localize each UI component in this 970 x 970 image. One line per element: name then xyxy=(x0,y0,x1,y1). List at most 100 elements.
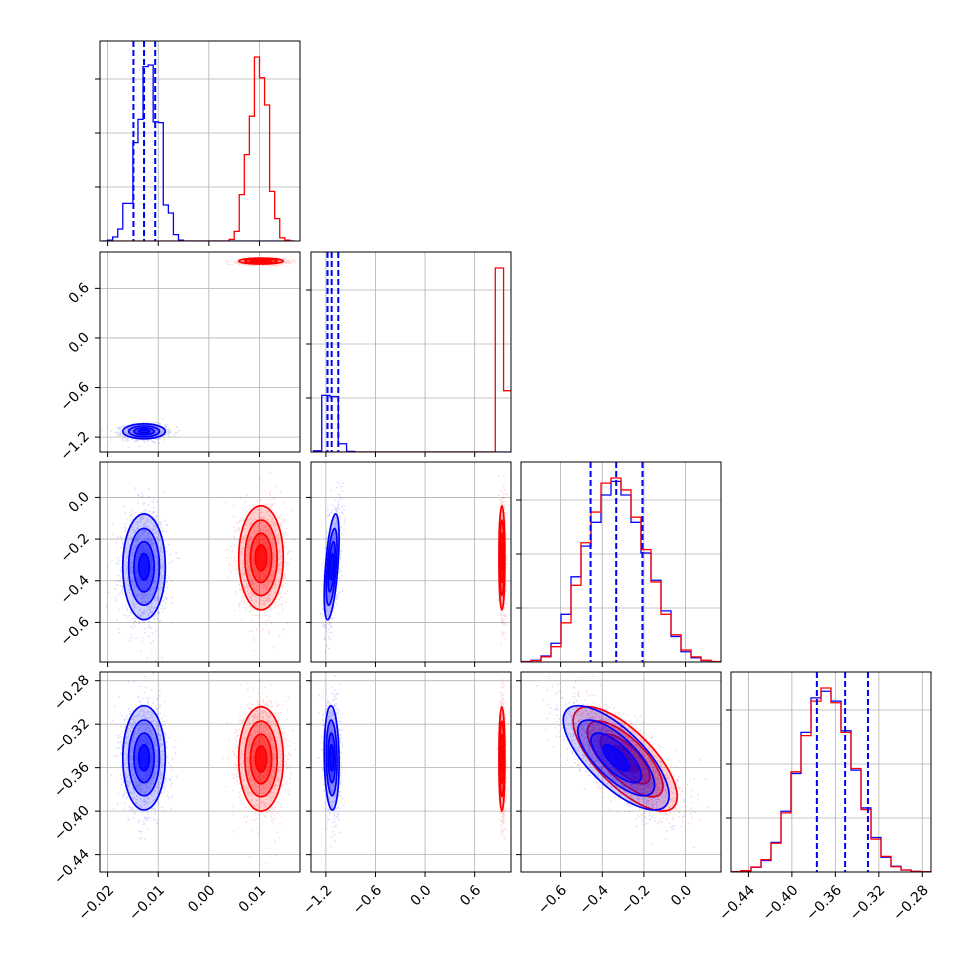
contour-line xyxy=(133,732,156,784)
scatter-frame-2-0 xyxy=(99,461,301,663)
x-tick-label: −0.36 xyxy=(803,882,845,924)
y-tick-label: −0.44 xyxy=(51,846,93,888)
y-tick-label: −1.2 xyxy=(57,429,92,464)
contour-line xyxy=(586,720,664,798)
y-tick-label: −0.32 xyxy=(51,716,93,758)
x-tick-label: 0.6 xyxy=(457,882,484,909)
histogram-series-0 xyxy=(521,480,721,662)
scatter-content xyxy=(110,672,296,865)
density-fill xyxy=(255,745,267,773)
y-tick-label: −0.40 xyxy=(51,803,93,845)
contour-line xyxy=(562,704,670,811)
contour-line xyxy=(590,732,643,784)
x-tick-label: −0.28 xyxy=(890,882,932,924)
scatter-points xyxy=(222,680,296,865)
contour-line xyxy=(599,733,651,785)
x-tick-label: −0.01 xyxy=(126,882,168,924)
x-tick-label: −0.44 xyxy=(716,882,758,924)
contour-line xyxy=(323,704,340,811)
scatter-content xyxy=(317,672,509,848)
histogram-series-1 xyxy=(313,267,511,452)
histogram-series-0 xyxy=(102,64,295,241)
scatter-frame-3-0 xyxy=(99,671,301,873)
contour-line xyxy=(127,527,161,607)
x-tick-label: −0.40 xyxy=(760,882,802,924)
histogram-series-1 xyxy=(102,56,295,241)
contour-line xyxy=(500,745,504,773)
histogram-panel-1 xyxy=(306,252,511,457)
histogram-frame-3 xyxy=(730,671,932,873)
contour-line xyxy=(254,543,268,572)
contour-line xyxy=(133,540,156,593)
density-fill xyxy=(138,744,150,771)
x-tick-label: 0.01 xyxy=(236,882,269,915)
x-tick-label: −1.2 xyxy=(300,882,335,917)
histogram-panel-2 xyxy=(516,462,721,667)
scatter-frame-3-1 xyxy=(310,671,512,873)
scatter-panel-3-2 xyxy=(516,672,721,877)
y-tick-label: −0.2 xyxy=(57,531,92,566)
y-tick-label: 0.0 xyxy=(66,329,93,356)
histogram-series-0 xyxy=(312,394,511,452)
y-tick-label: −0.4 xyxy=(57,572,92,607)
contour-line xyxy=(327,540,337,593)
scatter-frame-2-1 xyxy=(310,461,512,663)
scatter-content xyxy=(536,675,709,849)
x-tick-label: −0.6 xyxy=(350,882,385,917)
contour-line xyxy=(237,705,285,812)
contour-line xyxy=(328,552,335,581)
x-tick-label: −0.32 xyxy=(847,882,889,924)
contour-line xyxy=(328,743,335,772)
contour-line xyxy=(121,423,167,440)
contour-line xyxy=(254,259,268,263)
scatter-panel-3-1 xyxy=(306,672,511,877)
density-fill xyxy=(255,544,267,571)
x-tick-label: −0.2 xyxy=(618,882,653,917)
contour-line xyxy=(500,543,504,572)
contour-line xyxy=(137,552,151,581)
contour-line xyxy=(137,428,151,435)
contour-line xyxy=(572,705,679,812)
contour-line xyxy=(327,732,337,784)
contour-line xyxy=(602,743,631,772)
contour-line xyxy=(249,532,273,584)
histogram-series-1 xyxy=(731,687,931,872)
contour-line xyxy=(249,733,273,785)
density-fill xyxy=(602,744,630,771)
x-tick-label: 0.0 xyxy=(408,882,435,909)
scatter-frame-1-0 xyxy=(99,251,301,453)
contour-line xyxy=(244,519,279,597)
x-tick-label: −0.02 xyxy=(76,882,118,924)
scatter-panel-3-0 xyxy=(95,672,300,877)
histogram-series-0 xyxy=(731,690,931,872)
y-tick-label: −0.28 xyxy=(51,672,93,714)
contour-line xyxy=(127,719,161,797)
contour-line xyxy=(133,426,156,436)
x-tick-label: 0.00 xyxy=(185,882,218,915)
scatter-content xyxy=(101,256,297,449)
scatter-content xyxy=(319,474,509,653)
contour-line xyxy=(325,719,338,797)
contour-line xyxy=(137,743,151,772)
contour-line xyxy=(121,513,167,621)
histogram-series-1 xyxy=(521,477,721,662)
density-fill xyxy=(329,553,334,581)
scatter-frame-3-2 xyxy=(520,671,722,873)
density-fill xyxy=(138,553,150,581)
y-tick-label: 0.6 xyxy=(66,280,93,307)
histogram-panel-0 xyxy=(95,41,300,246)
scatter-panel-2-1 xyxy=(306,462,511,667)
scatter-panel-1-0 xyxy=(95,252,300,457)
histogram-frame-1 xyxy=(310,251,512,453)
contour-line xyxy=(325,527,338,607)
x-tick-label: 0.0 xyxy=(668,882,695,909)
histogram-frame-2 xyxy=(520,461,722,663)
contour-line xyxy=(237,504,285,611)
x-tick-label: −0.4 xyxy=(577,882,612,917)
histogram-panel-3 xyxy=(726,672,931,877)
y-tick-label: −0.6 xyxy=(57,614,92,649)
scatter-panel-2-0 xyxy=(95,462,300,667)
y-tick-label: −0.36 xyxy=(51,759,93,801)
